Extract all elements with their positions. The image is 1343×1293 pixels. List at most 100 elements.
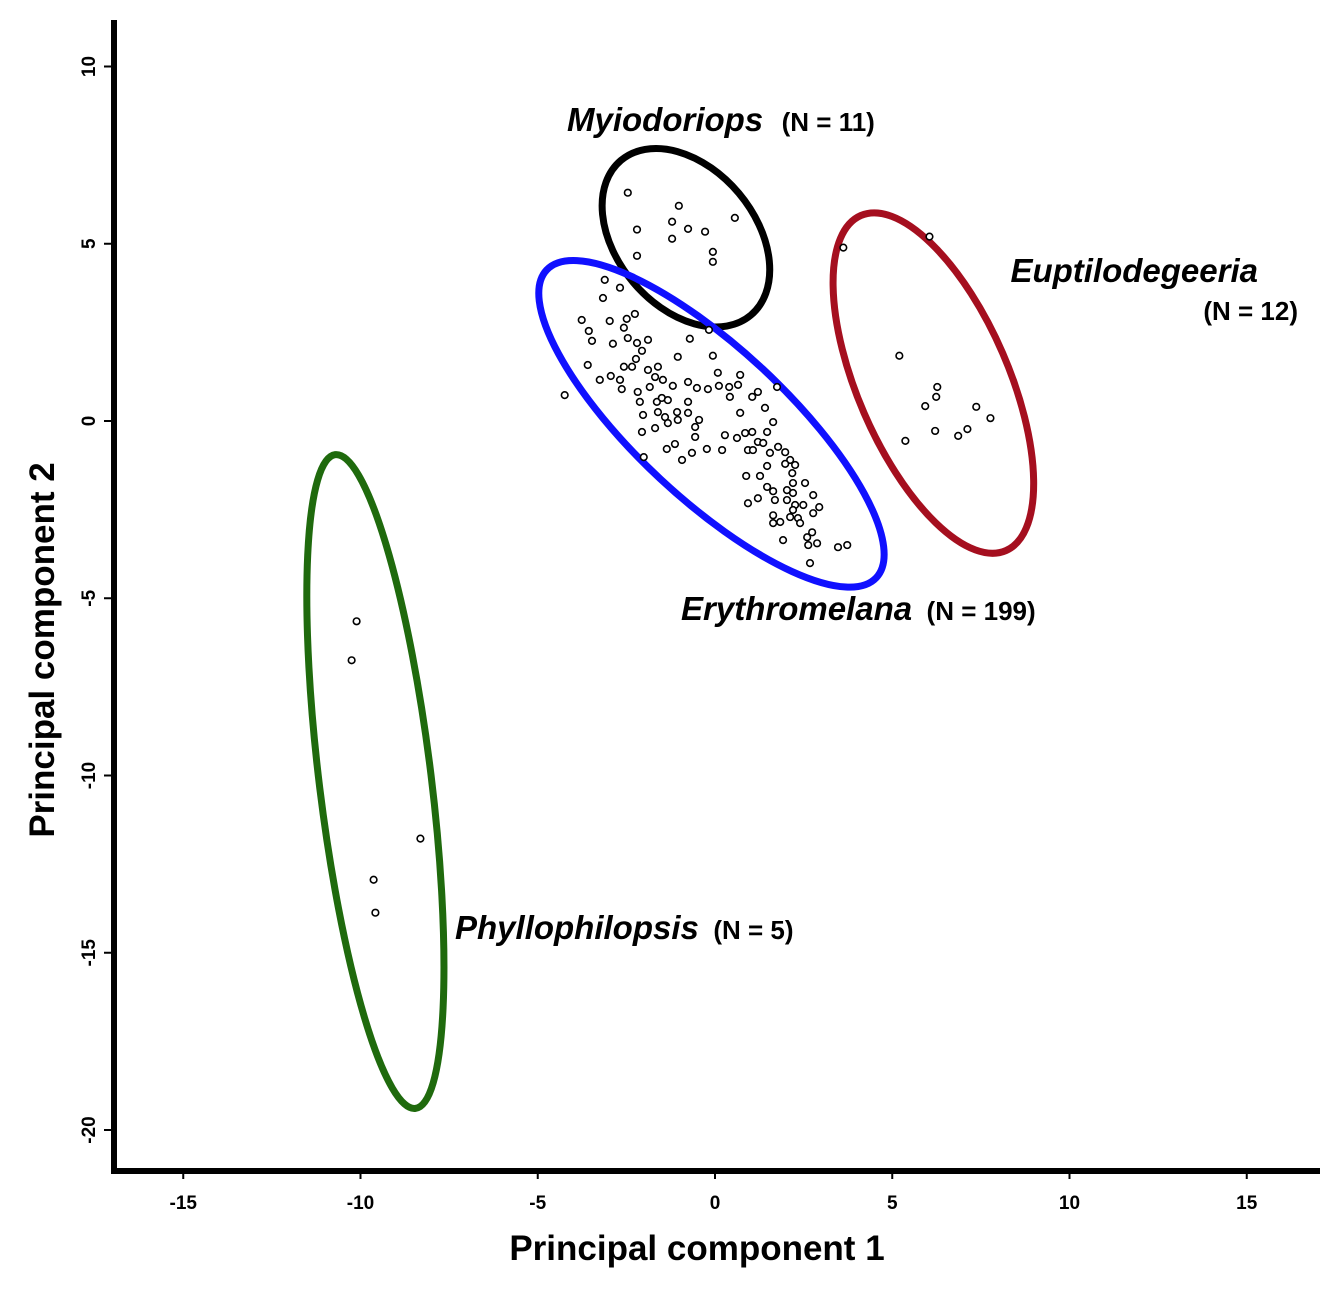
myiodoriops-point xyxy=(668,217,677,226)
erythromelana-point xyxy=(630,309,639,319)
erythromelana-point xyxy=(584,326,593,336)
erythromelana-point xyxy=(804,540,813,550)
erythromelana-point xyxy=(608,339,618,348)
erythromelana-point xyxy=(650,372,660,382)
erythromelana-point xyxy=(725,382,734,392)
myiodoriops-point xyxy=(683,224,693,233)
y-tick-label: 10 xyxy=(79,56,100,77)
erythromelana-point xyxy=(633,387,642,397)
erythromelana-point xyxy=(748,392,757,401)
erythromelana-point xyxy=(782,495,792,505)
y-ticks: 10 5 0 -5 -10 -15 -20 xyxy=(79,56,114,1144)
label-myiodoriops: Myiodoriops (N = 11) xyxy=(567,101,875,138)
label-erythromelana-n: (N = 199) xyxy=(927,596,1036,626)
erythromelana-point xyxy=(627,362,637,371)
erythromelana-point xyxy=(577,315,586,325)
erythromelana-point xyxy=(803,533,812,542)
erythromelana-point xyxy=(673,352,682,361)
erythromelana-point xyxy=(619,362,628,371)
label-myiodoriops-n: (N = 11) xyxy=(782,107,875,137)
euptilodegeeria-point xyxy=(986,414,995,423)
erythromelana-point xyxy=(769,487,778,496)
euptilodegeeria-point xyxy=(963,425,972,434)
erythromelana-point xyxy=(748,427,757,437)
erythromelana-point xyxy=(615,283,625,292)
myiodoriops-point xyxy=(708,247,717,257)
erythromelana-point xyxy=(753,494,762,503)
erythromelana-point xyxy=(704,325,714,334)
erythromelana-point xyxy=(598,293,608,303)
erythromelana-point xyxy=(683,397,693,406)
erythromelana-point xyxy=(742,471,751,481)
erythromelana-point xyxy=(736,370,745,380)
erythromelana-point xyxy=(809,509,818,518)
erythromelana-point xyxy=(708,351,717,360)
label-euptilodegeeria-n: (N = 12) xyxy=(1203,296,1298,326)
erythromelana-point xyxy=(791,460,800,470)
erythromelana-point xyxy=(812,539,822,548)
erythromelana-point xyxy=(643,335,653,344)
euptilodegeeria-ellipse xyxy=(829,209,1038,557)
erythromelana-point xyxy=(702,444,711,454)
erythromelana-ellipse xyxy=(535,257,888,591)
erythromelana-point xyxy=(637,346,647,355)
myiodoriops-point xyxy=(730,213,739,222)
myiodoriops-point xyxy=(632,251,642,260)
erythromelana-point xyxy=(720,431,730,440)
erythromelana-point xyxy=(799,500,808,510)
erythromelana-point xyxy=(672,408,682,417)
x-tick-label: 15 xyxy=(1236,1193,1258,1214)
erythromelana-point xyxy=(800,478,810,488)
phyllophilopsis-point xyxy=(347,656,356,665)
euptilodegeeria-point xyxy=(839,243,848,252)
myiodoriops-ellipse xyxy=(598,144,774,331)
erythromelana-point xyxy=(673,415,682,425)
erythromelana-point xyxy=(687,448,697,458)
erythromelana-point xyxy=(560,391,569,400)
erythromelana-point xyxy=(753,387,762,397)
erythromelana-point xyxy=(691,432,700,442)
erythromelana-point xyxy=(763,461,772,471)
erythromelana-point xyxy=(743,499,753,508)
erythromelana-point xyxy=(694,415,704,425)
phyllophilopsis-ellipse xyxy=(303,451,448,1112)
erythromelana-point xyxy=(617,384,626,394)
erythromelana-point xyxy=(725,392,734,401)
erythromelana-point xyxy=(809,490,818,500)
erythromelana-point xyxy=(606,371,615,381)
erythromelana-point xyxy=(631,354,641,364)
erythromelana-point xyxy=(769,417,778,427)
erythromelana-point xyxy=(605,316,614,326)
x-tick-label: 0 xyxy=(710,1193,721,1214)
erythromelana-point xyxy=(769,518,778,528)
erythromelana-point xyxy=(622,314,631,324)
phyllophilopsis-point xyxy=(369,875,378,884)
erythromelana-point xyxy=(788,469,797,478)
label-phyllophilopsis-name: Phyllophilopsis xyxy=(455,909,699,946)
erythromelana-point xyxy=(635,397,644,406)
erythromelana-point xyxy=(623,333,632,343)
erythromelana-point xyxy=(653,408,663,417)
x-ticks: -15 -10 -5 0 5 10 15 xyxy=(170,1171,1258,1214)
euptilodegeeria-point xyxy=(895,351,904,360)
myiodoriops-point xyxy=(632,225,642,234)
erythromelana-point xyxy=(662,444,671,454)
erythromelana-point xyxy=(583,360,592,370)
erythromelana-point xyxy=(765,448,775,458)
erythromelana-point xyxy=(770,495,780,505)
erythromelana-point xyxy=(653,362,663,371)
y-tick-label: -15 xyxy=(79,939,100,967)
erythromelana-point xyxy=(808,528,817,537)
erythromelana-point xyxy=(776,517,785,527)
erythromelana-point xyxy=(663,395,672,405)
erythromelana-point xyxy=(637,427,647,437)
erythromelana-point xyxy=(658,375,667,384)
euptilodegeeria-point xyxy=(921,402,930,411)
erythromelana-point xyxy=(732,433,742,443)
erythromelana-point xyxy=(788,488,798,498)
y-tick-label: -5 xyxy=(79,589,100,606)
erythromelana-point xyxy=(786,512,795,522)
erythromelana-point xyxy=(795,518,805,528)
erythromelana-point xyxy=(650,423,660,433)
